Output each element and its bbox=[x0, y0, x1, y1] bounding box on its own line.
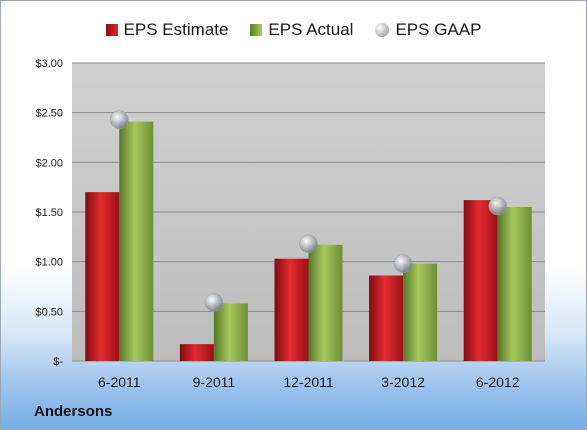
y-tick-label: $1.00 bbox=[35, 257, 63, 269]
marker-eps-gaap bbox=[299, 234, 318, 254]
gaap-markers bbox=[110, 110, 507, 312]
x-tick-label: 6-2011 bbox=[98, 374, 141, 390]
x-tick-label: 12-2011 bbox=[283, 374, 334, 390]
legend-item-eps-actual: EPS Actual bbox=[250, 20, 353, 40]
x-axis-tick-labels: 6-2011 9-2011 12-2011 3-2012 6-2012 bbox=[98, 374, 520, 390]
x-tick-label: 6-2012 bbox=[476, 374, 520, 390]
legend-item-eps-gaap: EPS GAAP bbox=[375, 20, 481, 40]
y-tick-label: $- bbox=[53, 356, 63, 368]
marker-eps-gaap bbox=[110, 110, 129, 129]
bar-eps-actual bbox=[497, 207, 532, 361]
bar-eps-estimate bbox=[85, 192, 120, 361]
bar-eps-actual bbox=[119, 121, 154, 362]
y-tick-label: $0.50 bbox=[35, 306, 63, 318]
legend-swatch-estimate bbox=[105, 24, 118, 36]
bar-eps-actual bbox=[308, 244, 343, 361]
chart-legend: EPS Estimate EPS Actual EPS GAAP bbox=[1, 18, 586, 42]
marker-eps-gaap bbox=[393, 254, 413, 273]
bars bbox=[85, 121, 532, 362]
y-tick-label: $3.00 bbox=[35, 58, 63, 70]
bar-eps-estimate bbox=[369, 275, 404, 361]
bar-eps-estimate bbox=[179, 344, 214, 361]
legend-swatch-actual bbox=[250, 24, 263, 36]
y-tick-label: $2.50 bbox=[35, 108, 63, 120]
bar-eps-actual bbox=[213, 303, 248, 361]
legend-item-eps-estimate: EPS Estimate bbox=[105, 20, 229, 40]
bar-eps-estimate bbox=[274, 258, 309, 361]
x-tick-label: 3-2012 bbox=[381, 374, 425, 390]
marker-eps-gaap bbox=[488, 196, 507, 216]
y-tick-label: $2.00 bbox=[35, 157, 63, 169]
legend-label-gaap: EPS GAAP bbox=[395, 20, 482, 39]
marker-eps-gaap bbox=[204, 293, 224, 312]
legend-label-actual: EPS Actual bbox=[268, 20, 354, 39]
legend-marker-gaap bbox=[375, 23, 390, 37]
bar-eps-actual bbox=[403, 263, 438, 361]
bar-eps-estimate bbox=[463, 200, 498, 361]
company-name: Andersons bbox=[34, 403, 113, 420]
y-axis-tick-labels: $3.00 $2.50 $2.00 $1.50 $1.00 $0.50 $- bbox=[35, 58, 63, 368]
legend-label-estimate: EPS Estimate bbox=[123, 20, 229, 39]
x-tick-label: 9-2011 bbox=[193, 374, 236, 390]
y-tick-label: $1.50 bbox=[35, 207, 63, 219]
